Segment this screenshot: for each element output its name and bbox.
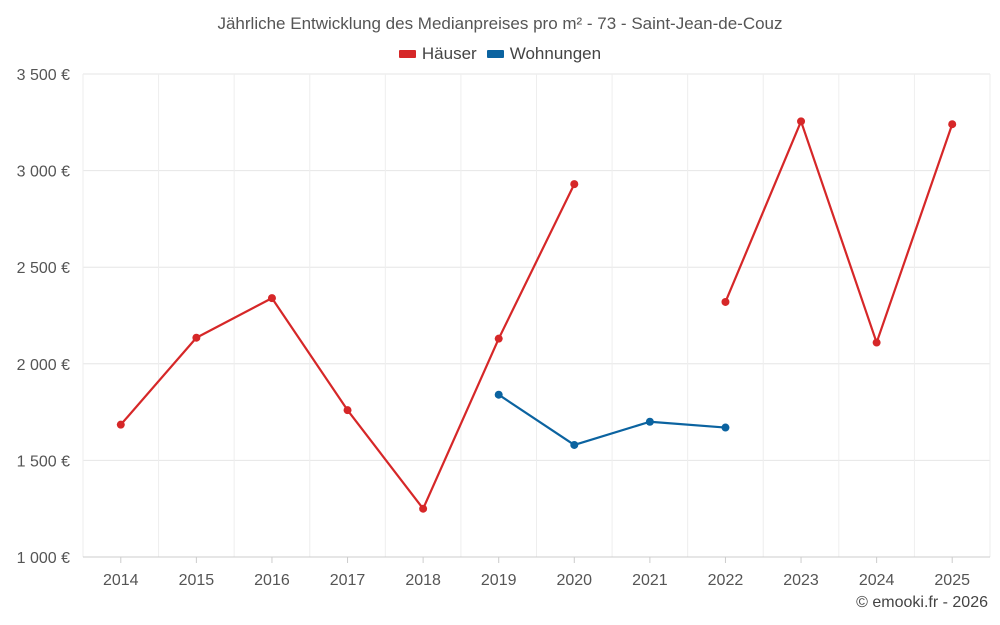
y-tick-label: 2 000 € [17, 357, 70, 374]
x-tick-label: 2024 [859, 572, 895, 589]
x-tick-label: 2015 [179, 572, 215, 589]
data-point-haeuser [267, 294, 276, 303]
x-tick-label: 2017 [330, 572, 366, 589]
data-point-wohnungen [494, 390, 503, 399]
x-tick-label: 2018 [405, 572, 441, 589]
y-tick-label: 3 000 € [17, 164, 70, 181]
legend: Häuser Wohnungen [0, 44, 1000, 64]
data-point-haeuser [116, 420, 125, 429]
x-tick-label: 2022 [708, 572, 744, 589]
data-point-haeuser [343, 406, 352, 415]
x-tick-label: 2016 [254, 572, 290, 589]
data-point-haeuser [192, 333, 201, 342]
data-point-haeuser [872, 338, 881, 347]
series-line-wohnungen [498, 393, 726, 447]
legend-label-haeuser: Häuser [421, 44, 477, 63]
x-tick-label: 2023 [783, 572, 819, 589]
data-point-haeuser [797, 117, 806, 126]
chart-title: Jährliche Entwicklung des Medianpreises … [217, 14, 783, 33]
data-point-haeuser [494, 334, 503, 343]
data-point-wohnungen [645, 417, 654, 426]
series-line-haeuser [724, 120, 954, 344]
data-point-haeuser [419, 504, 428, 513]
y-tick-label: 1 500 € [17, 453, 70, 470]
legend-swatch-haeuser [398, 50, 416, 58]
x-tick-label: 2019 [481, 572, 517, 589]
credit-text: © emooki.fr - 2026 [856, 594, 988, 611]
data-point-haeuser [721, 297, 730, 306]
data-point-haeuser [570, 180, 579, 189]
legend-label-wohnungen: Wohnungen [509, 44, 602, 63]
x-tick-label: 2014 [103, 572, 139, 589]
y-tick-label: 3 500 € [17, 67, 70, 84]
y-tick-label: 2 500 € [17, 260, 70, 277]
x-tick-label: 2021 [632, 572, 668, 589]
y-tick-label: 1 000 € [17, 550, 70, 567]
data-point-haeuser [948, 120, 957, 129]
data-point-wohnungen [721, 423, 730, 432]
legend-item-wohnungen[interactable]: Wohnungen [486, 44, 602, 64]
legend-swatch-wohnungen [486, 50, 504, 58]
data-point-wohnungen [570, 440, 579, 449]
x-tick-label: 2020 [556, 572, 592, 589]
x-tick-label: 2025 [934, 572, 970, 589]
legend-item-haeuser[interactable]: Häuser [398, 44, 477, 64]
